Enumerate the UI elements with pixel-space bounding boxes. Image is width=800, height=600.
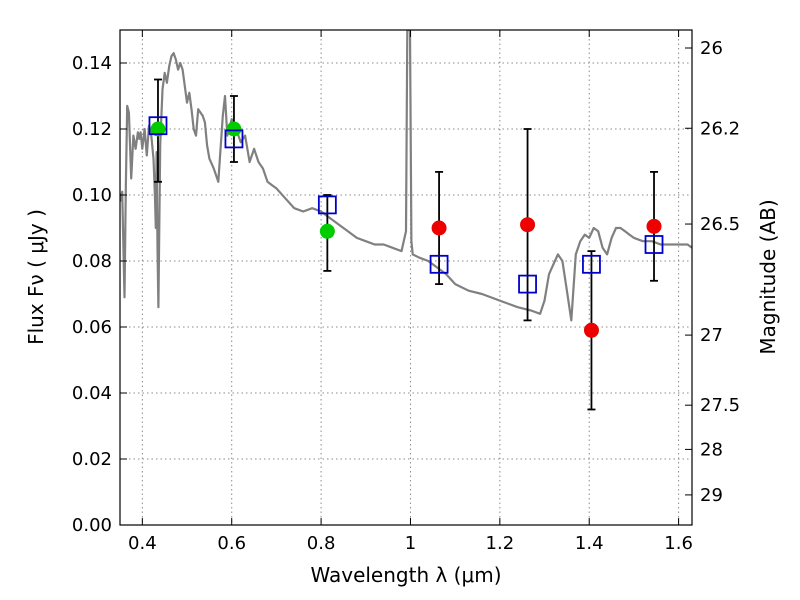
model-band-square	[148, 116, 168, 136]
y-tick-label: 0.12	[72, 119, 112, 140]
observed-point-green	[319, 223, 335, 239]
observed-point-red	[583, 322, 599, 338]
x-tick-label: 1	[405, 533, 416, 554]
observed-point-red	[520, 217, 536, 233]
y-tick-label: 0.06	[72, 317, 112, 338]
mag-tick-label: 27.5	[700, 395, 740, 416]
tick-labels: 0.4 0.6 0.8 1 1.2 1.4 1.6 0.00 0.02 0.04 0.06 0.08 0…	[72, 30, 740, 554]
model-band-square	[644, 235, 664, 254]
mag-tick-label: 26.2	[700, 118, 740, 139]
y-tick-label: 0.14	[72, 53, 112, 74]
x-tick-label: 0.8	[307, 533, 336, 554]
x-tick-label: 1.2	[486, 533, 515, 554]
x-tick-label: 0.4	[128, 533, 157, 554]
mag-tick-label: 27	[700, 325, 723, 346]
model-band-square	[224, 129, 244, 149]
model-band-square	[429, 254, 449, 274]
x-tick-label: 1.6	[664, 533, 693, 554]
y-tick-label: 0.00	[72, 515, 112, 536]
model-spectrum-layer	[120, 30, 692, 322]
model-band-square	[518, 274, 537, 294]
y-tick-label: 0.04	[72, 383, 112, 404]
model-spectrum-line	[120, 30, 692, 322]
observed-point-green	[226, 121, 242, 137]
x-tick-label: 0.6	[217, 533, 246, 554]
y-tick-label: 0.02	[72, 449, 112, 470]
model-band-square	[582, 254, 601, 274]
plot-frame	[119, 29, 693, 526]
mag-tick-label: 28	[700, 439, 723, 460]
mag-tick-label: 26.5	[700, 214, 740, 235]
data-points-layer	[148, 116, 664, 338]
y-tick-label: 0.10	[72, 185, 112, 206]
model-band-square	[317, 195, 337, 215]
observed-point-red	[646, 218, 662, 234]
x-tick-label: 1.4	[575, 533, 604, 554]
y-axis-label: Flux Fν ( μJy )	[24, 209, 48, 345]
mag-tick-label: 29	[700, 485, 723, 506]
y-tick-label: 0.08	[72, 251, 112, 272]
observed-point-green	[150, 121, 166, 137]
observed-point-red	[431, 220, 447, 236]
mag-tick-label: 26	[700, 38, 723, 59]
plot-border	[119, 29, 693, 526]
x-axis-label: Wavelength λ (μm)	[310, 563, 501, 587]
right-axis-label: Magnitude (AB)	[756, 199, 780, 354]
